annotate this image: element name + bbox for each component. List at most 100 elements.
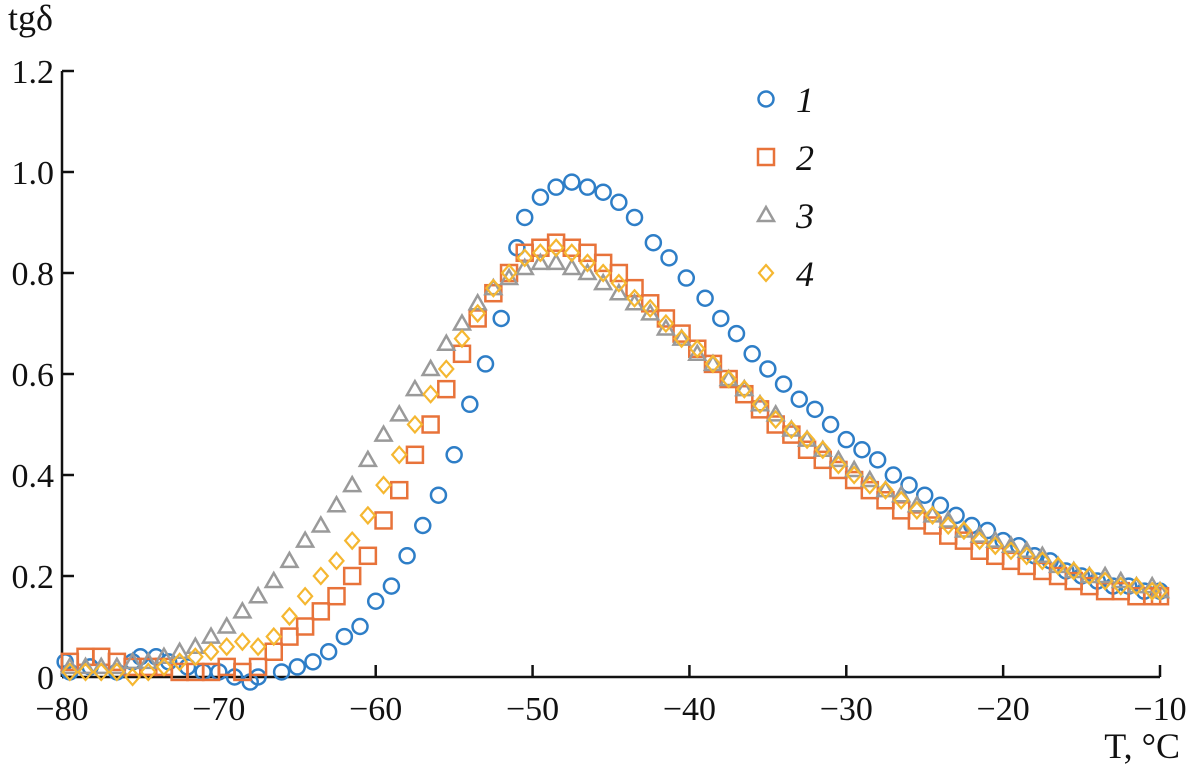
series-2 (60, 233, 1170, 682)
series-1-point (304, 653, 322, 671)
x-tick-label: −10 (1133, 691, 1186, 728)
series-3-point (985, 530, 1006, 548)
y-tick-label: 0 (37, 660, 54, 697)
series-3-point (953, 520, 975, 538)
series-4-point (861, 475, 879, 495)
series-4-point (328, 551, 345, 571)
series-1 (56, 173, 1169, 691)
series-1-point (759, 360, 777, 378)
series-4-point (877, 480, 894, 500)
series-4-point (1065, 561, 1083, 581)
series-4-point (312, 566, 330, 586)
series-4 (61, 238, 1169, 687)
series-3-point (1063, 560, 1084, 579)
series-4-point (77, 662, 94, 682)
series-3-point (749, 393, 771, 412)
series-4-point (343, 530, 361, 551)
series-2-point (766, 415, 785, 434)
x-axis-label: T, °C (1104, 726, 1180, 766)
series-4-point (924, 505, 942, 526)
series-2-point (1017, 556, 1036, 576)
series-2-point (342, 566, 362, 586)
series-3-point (969, 525, 990, 543)
series-4-point (469, 303, 487, 324)
axes (60, 71, 1160, 679)
series-2-point (327, 586, 346, 606)
series-3-point (342, 474, 363, 493)
series-4-point (594, 263, 612, 283)
x-tick-label: −70 (192, 691, 245, 728)
series-4-point (798, 429, 816, 450)
x-tick-label: −80 (35, 691, 88, 728)
series-4-point (1151, 581, 1169, 601)
series-3-point (796, 429, 818, 447)
series-1-point (272, 663, 291, 681)
series-3-point (530, 252, 551, 271)
series-1-point (644, 233, 663, 252)
series-2-point (437, 379, 456, 399)
series-3-point (59, 656, 80, 675)
series-2-point (907, 511, 927, 530)
series-1-point (461, 395, 479, 414)
y-tick-label: 0.8 (12, 256, 55, 293)
series-3-point (1016, 540, 1037, 558)
series-4-point (61, 662, 79, 682)
legend-marker-3 (755, 204, 777, 223)
series-1-point (610, 193, 628, 212)
series-4-point (547, 238, 565, 258)
legend-label-3: 3 (795, 196, 814, 236)
series-4-point (280, 606, 298, 627)
series-1-point (931, 496, 950, 515)
series-4-point (1096, 571, 1114, 591)
series-1-point (790, 390, 808, 408)
series-4-point (390, 445, 408, 465)
series-4-point (531, 243, 549, 263)
series-3-point (232, 600, 253, 619)
series-4-point (720, 369, 738, 389)
series-4-point (657, 313, 675, 334)
series-4-point (767, 409, 785, 430)
series-4-point (202, 642, 220, 662)
series-3-point (483, 277, 504, 296)
series-3-point (781, 419, 802, 437)
x-tick-label: −60 (349, 691, 402, 728)
series-3-point (357, 449, 379, 468)
series-1-point (806, 400, 824, 419)
series-4-point (422, 384, 440, 404)
series-1-point (382, 577, 401, 595)
legend-label-2: 2 (796, 138, 814, 178)
series-4-point (845, 465, 863, 485)
series-1-point (743, 345, 761, 363)
ticks: −80 −70 −60 −50 −40 −30 −20 −10 0 0.2 0.4 0.6 0.8 1.0… (12, 54, 1187, 728)
series-2-point (954, 531, 974, 550)
series-3-point (828, 449, 849, 468)
series-4-point (139, 662, 157, 682)
series-2-point (1001, 551, 1021, 571)
series-3-point (1126, 575, 1147, 594)
series-3-point (263, 570, 284, 589)
series-3-point (436, 333, 457, 351)
series-4-point (641, 298, 659, 319)
series-4-point (1033, 551, 1051, 571)
series-1-point (398, 547, 416, 565)
series-3-point (1047, 555, 1069, 574)
series-2-point (829, 460, 848, 480)
series-4-point (375, 475, 393, 495)
series-2-point (640, 294, 660, 313)
series-3-point (216, 615, 237, 634)
series-3-point (91, 656, 112, 675)
series-1-point (515, 208, 534, 227)
series-1-point (774, 375, 793, 393)
series-3-point (702, 353, 724, 372)
series-4-point (610, 273, 628, 293)
series-3-point (310, 514, 331, 533)
series-1-point (660, 249, 678, 267)
series-4-point (186, 647, 204, 667)
series-4-point (782, 419, 800, 440)
series-3-point (843, 459, 865, 478)
series-4-point (1112, 576, 1130, 596)
series-2-point (295, 617, 315, 636)
series-4-point (908, 500, 926, 521)
legend-label-4: 4 (796, 254, 814, 294)
series-3-point (169, 641, 190, 659)
